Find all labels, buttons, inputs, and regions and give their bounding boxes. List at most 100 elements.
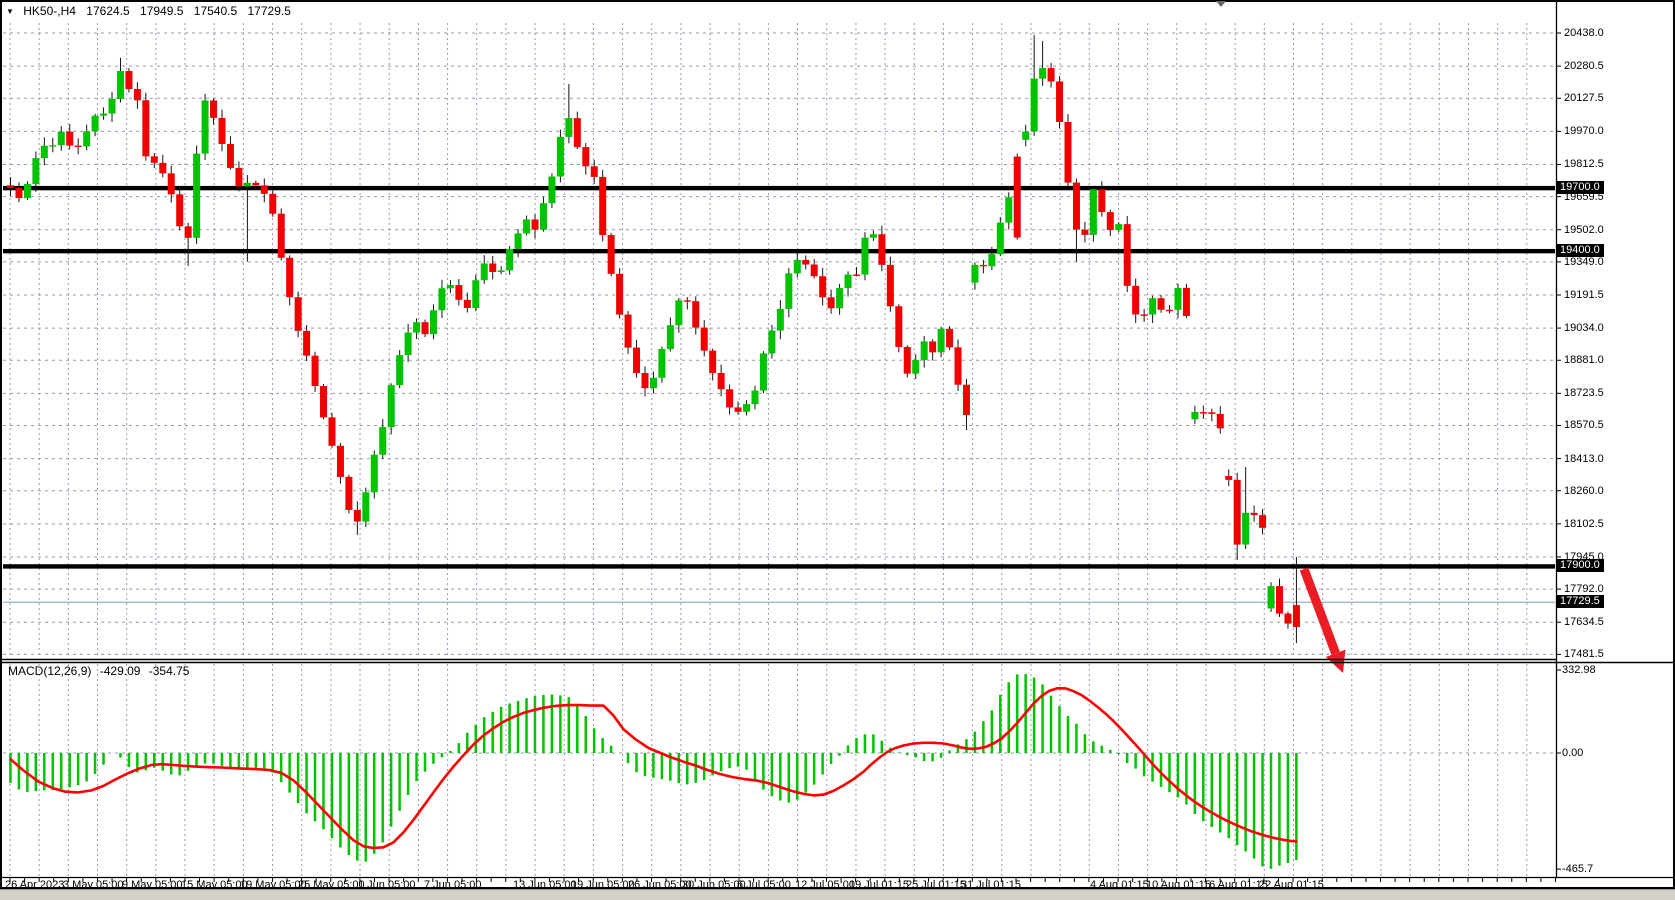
candle-body — [362, 492, 370, 522]
macd-bar — [423, 753, 427, 772]
candle-body — [903, 346, 911, 374]
macd-bar — [829, 753, 833, 764]
candle-body — [252, 182, 260, 186]
macd-bar — [745, 753, 748, 770]
macd-axis-label: 332.98 — [1562, 663, 1596, 676]
macd-bar — [905, 753, 909, 756]
macd-bar — [68, 753, 71, 788]
symbol-dropdown-icon[interactable]: ▼ — [6, 7, 14, 16]
candle-body — [328, 417, 336, 446]
price-axis[interactable]: 20438.0 20280.5 20127.5 19970.0 19812.5 19659… — [1556, 0, 1675, 889]
macd-bar — [990, 710, 994, 753]
macd-bar — [246, 753, 249, 769]
candle-body — [785, 273, 793, 309]
macd-bar — [17, 753, 21, 790]
macd-bar — [880, 740, 884, 753]
ohlc-close-value: 17729.5 — [247, 4, 291, 18]
macd-bar — [1075, 723, 1078, 753]
macd-bar — [1058, 706, 1061, 753]
macd-bar — [1295, 753, 1298, 861]
candle-body — [1123, 224, 1131, 286]
macd-bar — [237, 753, 241, 769]
macd-bar — [93, 753, 97, 775]
macd-bar — [339, 753, 342, 848]
macd-bar — [1151, 753, 1154, 782]
macd-bar — [948, 750, 951, 753]
candle-body — [125, 70, 133, 90]
macd-bar — [922, 753, 926, 762]
candle-body — [430, 310, 437, 335]
candle-body — [920, 341, 928, 360]
price-axis-label: 18413.0 — [1564, 452, 1604, 465]
macd-bar — [787, 753, 791, 803]
macd-bar — [313, 753, 317, 822]
candle-body — [226, 143, 234, 168]
time-axis-label: 1 Jun 05:00 — [358, 879, 416, 891]
candle-body — [1005, 197, 1013, 223]
candle-body — [929, 341, 937, 353]
macd-bar — [872, 734, 875, 753]
time-axis-label: 19 Jun 05:00 — [571, 879, 635, 891]
macd-bar — [694, 753, 697, 783]
candle-body — [1250, 512, 1258, 516]
macd-indicator-label: MACD(12,26,9) -429.09 -354.75 — [8, 664, 194, 678]
candle-body — [1013, 156, 1021, 238]
macd-bar — [229, 753, 232, 769]
time-axis-label: 26 Jun 05:00 — [628, 879, 692, 891]
candle-body — [539, 203, 547, 230]
candle-body — [607, 235, 615, 274]
candle-body — [1284, 613, 1292, 624]
candle-body — [438, 288, 446, 311]
macd-bar — [846, 745, 850, 753]
candle-body — [1292, 605, 1300, 627]
macd-bar — [1100, 745, 1104, 753]
candle-body — [1216, 413, 1224, 429]
macd-bar — [965, 739, 968, 753]
candle-body — [531, 219, 539, 230]
candle-body — [167, 173, 175, 195]
macd-bar — [838, 753, 841, 756]
status-strip — [0, 889, 1675, 900]
candle-body — [218, 117, 226, 144]
price-axis-label: 17792.0 — [1564, 583, 1604, 596]
candle-body — [1166, 309, 1174, 312]
macd-histogram — [9, 674, 1298, 869]
macd-bar — [271, 753, 274, 773]
candle-body — [759, 353, 767, 391]
chart-shift-marker-icon[interactable] — [1216, 1, 1226, 7]
candle-body — [1081, 229, 1089, 235]
macd-bar — [601, 738, 604, 753]
candle-body — [751, 390, 759, 405]
macd-bar — [491, 711, 494, 753]
macd-bar — [389, 753, 393, 827]
candle-body — [1106, 212, 1114, 230]
macd-bar — [508, 703, 511, 753]
candle-body — [277, 213, 285, 258]
candle-body — [937, 328, 945, 353]
candle-body — [176, 194, 184, 227]
macd-bar — [931, 753, 934, 762]
macd-bar — [999, 694, 1002, 753]
candle-body — [565, 118, 573, 137]
candle-body — [683, 300, 691, 302]
macd-bar — [533, 696, 537, 753]
macd-bar — [1235, 753, 1239, 846]
macd-bar — [85, 753, 88, 782]
candle-body — [23, 183, 31, 199]
candle-body — [548, 176, 556, 204]
macd-bar — [1244, 753, 1247, 852]
macd-bar — [897, 752, 900, 753]
candle-body — [379, 427, 387, 455]
macd-bar — [736, 753, 740, 767]
candle-body — [743, 404, 751, 412]
macd-bar — [702, 753, 706, 781]
macd-bar — [1168, 753, 1171, 793]
candle-body — [303, 330, 311, 356]
price-level-badge: 17900.0 — [1557, 559, 1604, 573]
time-axis[interactable]: 26 Apr 2023 3 May 05:00 9 May 05:00 15 May … — [0, 877, 1556, 891]
candle-body — [455, 285, 463, 300]
candle-body — [878, 234, 886, 265]
price-axis-label: 18723.5 — [1564, 387, 1604, 400]
macd-bar — [939, 753, 943, 758]
